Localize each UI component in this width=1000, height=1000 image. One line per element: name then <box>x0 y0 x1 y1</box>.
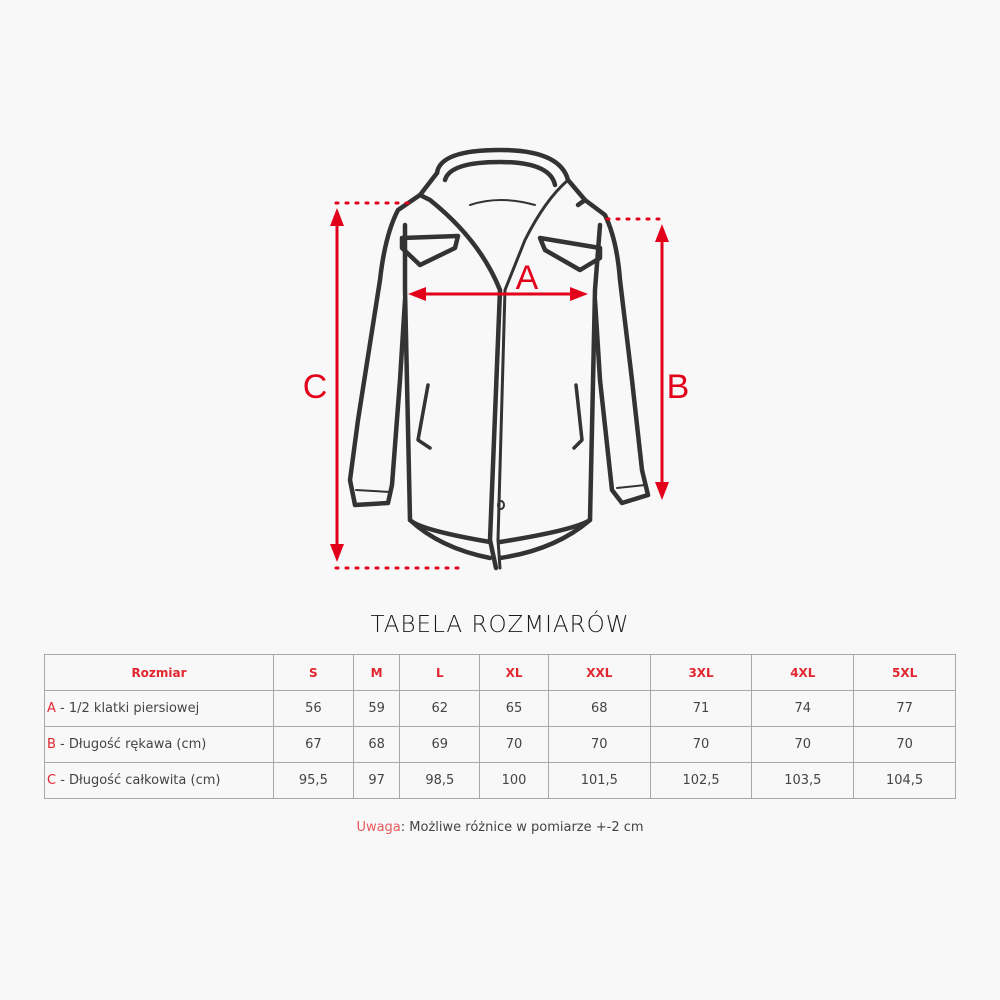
measurement-note: Uwaga: Możliwe różnice w pomiarze +-2 cm <box>0 820 1000 835</box>
jacket-diagram: A B C <box>303 147 690 571</box>
table-cell: 71 <box>649 690 753 727</box>
table-cell: 74 <box>751 690 855 727</box>
table-row: C - Długość całkowita (cm) 95,5 97 98,5 100 1… <box>44 762 956 799</box>
label-b: B <box>667 368 690 406</box>
table-row: B - Długość rękawa (cm) 67 68 69 70 70 70 70 70 <box>44 726 956 763</box>
table-cell: 70 <box>649 726 753 763</box>
table-cell: 67 <box>273 726 354 763</box>
note-text: : Możliwe różnice w pomiarze +-2 cm <box>400 820 644 835</box>
header-cell: Rozmiar <box>44 654 274 691</box>
header-cell: XXL <box>547 654 651 691</box>
row-letter: C <box>47 773 57 788</box>
table-cell: 68 <box>352 726 401 763</box>
header-cell: M <box>352 654 401 691</box>
table-cell: 103,5 <box>751 762 855 799</box>
table-cell: 70 <box>853 726 956 763</box>
page-title: TABELA ROZMIARÓW <box>370 612 630 638</box>
table-cell: 104,5 <box>853 762 956 799</box>
table-cell: 101,5 <box>547 762 651 799</box>
table-cell: 62 <box>399 690 481 727</box>
header-cell: XL <box>479 654 549 691</box>
header-cell: 3XL <box>649 654 753 691</box>
row-label-text: - Długość całkowita (cm) <box>56 773 221 788</box>
table-cell: 65 <box>479 690 549 727</box>
row-label-text: - Długość rękawa (cm) <box>55 737 207 752</box>
table-cell: 77 <box>853 690 956 727</box>
table-cell: 70 <box>547 726 651 763</box>
table-cell: 56 <box>273 690 354 727</box>
table-row: A - 1/2 klatki piersiowej 56 59 62 65 68 71 74 7… <box>44 690 956 727</box>
table-cell: 98,5 <box>399 762 481 799</box>
header-cell: 4XL <box>751 654 855 691</box>
table-cell: 102,5 <box>649 762 753 799</box>
table-cell: 69 <box>399 726 481 763</box>
row-label: A - 1/2 klatki piersiowej <box>44 690 274 727</box>
row-letter: A <box>47 701 56 716</box>
table-cell: 68 <box>547 690 651 727</box>
header-cell: S <box>273 654 354 691</box>
table-cell: 70 <box>479 726 549 763</box>
row-label: B - Długość rękawa (cm) <box>44 726 274 763</box>
row-letter: B <box>47 737 56 752</box>
label-a: A <box>516 259 539 297</box>
table-cell: 59 <box>352 690 401 727</box>
size-table: Rozmiar S M L XL XXL 3XL 4XL 5XL A - 1/2… <box>44 654 956 799</box>
table-cell: 97 <box>352 762 401 799</box>
jacket-outline <box>347 147 651 571</box>
table-cell: 100 <box>479 762 549 799</box>
row-label: C - Długość całkowita (cm) <box>44 762 274 799</box>
table-header-row: Rozmiar S M L XL XXL 3XL 4XL 5XL <box>44 654 956 691</box>
header-cell: L <box>399 654 481 691</box>
measurement-annotations <box>334 201 664 570</box>
table-cell: 95,5 <box>273 762 354 799</box>
row-label-text: - 1/2 klatki piersiowej <box>55 701 200 716</box>
note-prefix: Uwaga <box>356 820 401 835</box>
table-cell: 70 <box>751 726 855 763</box>
header-cell: 5XL <box>853 654 956 691</box>
label-c: C <box>303 368 328 406</box>
